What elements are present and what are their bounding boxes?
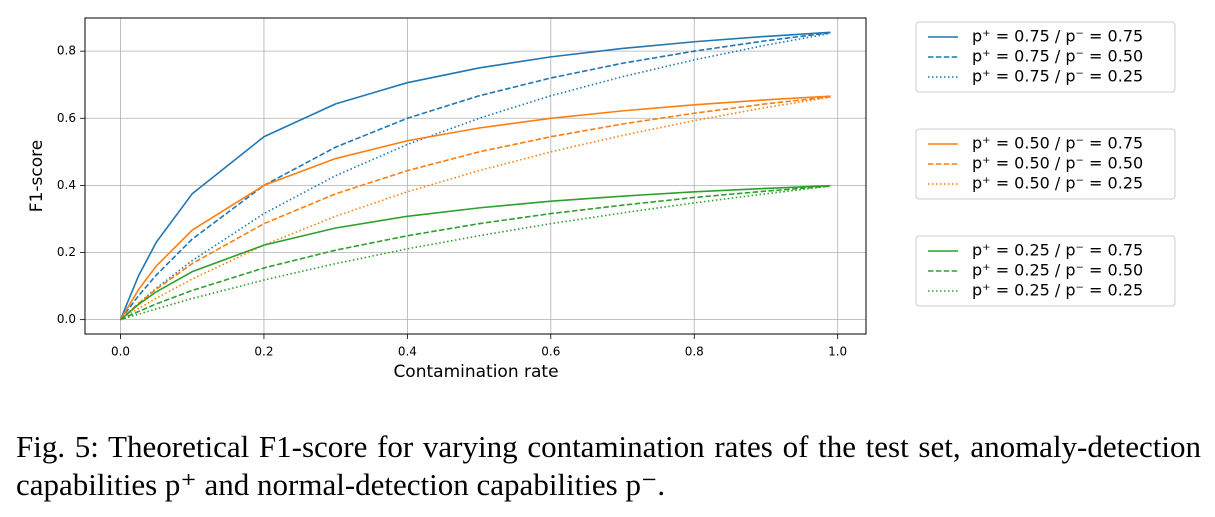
x-axis-label: Contamination rate: [393, 362, 558, 382]
y-tick-label: 0.0: [57, 312, 76, 326]
series-line: [119, 31, 831, 321]
y-tick-label: 0.6: [57, 111, 76, 125]
x-tick-label: 0.8: [685, 345, 704, 359]
chart: Contamination rate F1-score 0.0 0.2 0.4 0.6…: [27, 17, 1176, 382]
legend-label: p⁺ = 0.75 / p⁻ = 0.25: [972, 67, 1143, 86]
legend-label: p⁺ = 0.50 / p⁻ = 0.75: [972, 134, 1143, 153]
x-tick-label: 0.4: [398, 345, 417, 359]
legend-box: [915, 235, 1176, 307]
legend-label: p⁺ = 0.75 / p⁻ = 0.75: [972, 27, 1143, 46]
series-line: [120, 185, 831, 321]
legend-label: p⁺ = 0.50 / p⁻ = 0.50: [972, 154, 1143, 173]
x-tick-label: 1.0: [828, 345, 847, 359]
y-tick-label: 0.8: [57, 44, 76, 58]
y-axis-label: F1-score: [27, 140, 47, 212]
legend-box: [915, 21, 1176, 93]
y-tick-label: 0.2: [57, 245, 76, 259]
x-tick-label: 0.2: [254, 345, 273, 359]
series-line: [119, 184, 831, 321]
legend-label: p⁺ = 0.75 / p⁻ = 0.50: [972, 47, 1143, 66]
y-tick-label: 0.4: [57, 178, 76, 192]
series-line: [119, 31, 831, 320]
series-line: [119, 95, 831, 321]
legend-label: p⁺ = 0.25 / p⁻ = 0.75: [972, 241, 1143, 260]
series-line: [119, 32, 831, 321]
legend-label: p⁺ = 0.25 / p⁻ = 0.50: [972, 261, 1143, 280]
legend-label: p⁺ = 0.50 / p⁻ = 0.25: [972, 174, 1143, 193]
legend-box: [915, 128, 1176, 200]
x-tick-label: 0.6: [541, 345, 560, 359]
plot-frame: [84, 17, 867, 335]
series-line: [119, 96, 831, 321]
caption: Fig. 5: Theoretical F1-score for varying…: [16, 429, 1201, 502]
legend-label: p⁺ = 0.25 / p⁻ = 0.25: [972, 281, 1143, 300]
x-tick-label: 0.0: [111, 345, 130, 359]
series-line: [120, 185, 831, 321]
